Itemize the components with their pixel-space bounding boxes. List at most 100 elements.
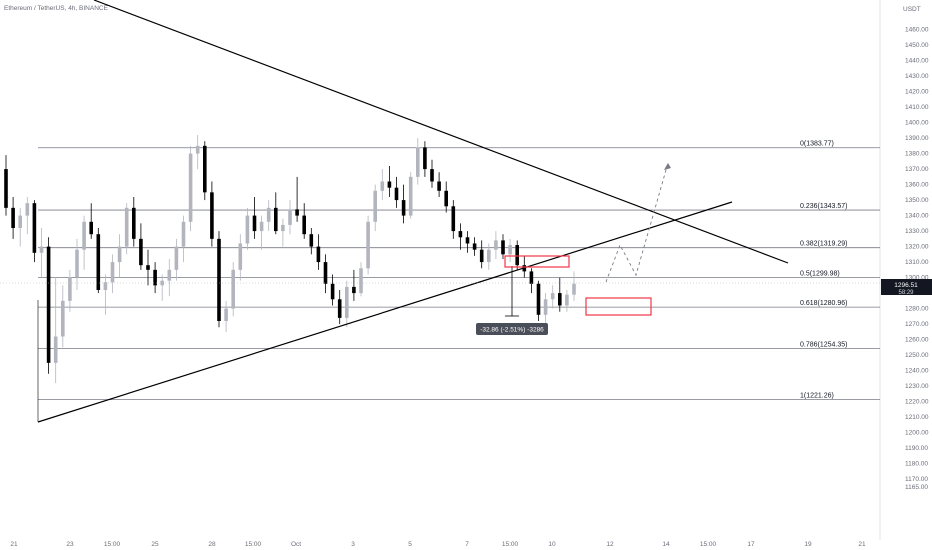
candle-body[interactable] xyxy=(394,187,399,201)
candle-body[interactable] xyxy=(501,240,505,255)
candle-body[interactable] xyxy=(96,234,101,290)
candle-body[interactable] xyxy=(117,246,122,263)
candle-body[interactable] xyxy=(195,145,200,154)
time-tick-label: 21 xyxy=(10,541,18,548)
candle-body[interactable] xyxy=(536,283,541,315)
candle-body[interactable] xyxy=(210,192,214,239)
candle-body[interactable] xyxy=(295,209,299,216)
candle-body[interactable] xyxy=(174,246,179,270)
candle-body[interactable] xyxy=(231,269,235,309)
candle-body[interactable] xyxy=(451,206,456,232)
price-tick-label: 1180.00 xyxy=(905,461,928,468)
candle-body[interactable] xyxy=(487,249,491,263)
candle-body[interactable] xyxy=(252,215,257,232)
price-tick-label: 1400.00 xyxy=(905,120,929,127)
drawings[interactable] xyxy=(37,0,789,423)
candle-body[interactable] xyxy=(61,300,65,337)
candle-body[interactable] xyxy=(89,221,93,235)
candle-body[interactable] xyxy=(465,237,470,244)
ascending-trendline[interactable] xyxy=(37,201,733,423)
candle-body[interactable] xyxy=(515,245,519,266)
candle-body[interactable] xyxy=(366,221,370,269)
candle-body[interactable] xyxy=(82,221,86,250)
candle-body[interactable] xyxy=(11,207,15,228)
candle-body[interactable] xyxy=(53,336,58,363)
candle-body[interactable] xyxy=(274,207,278,232)
projection-path[interactable] xyxy=(605,162,669,283)
candle-body[interactable] xyxy=(238,243,243,270)
candle-body[interactable] xyxy=(472,243,477,250)
candle-body[interactable] xyxy=(39,246,44,253)
candle-body[interactable] xyxy=(224,308,228,321)
fib-level-label: 0.382(1319.29) xyxy=(800,241,847,248)
candle-body[interactable] xyxy=(266,207,271,222)
candle-body[interactable] xyxy=(309,234,314,247)
candles[interactable] xyxy=(4,134,576,383)
candle-body[interactable] xyxy=(245,215,250,244)
candle-body[interactable] xyxy=(139,238,143,266)
candle-body[interactable] xyxy=(68,277,72,301)
candle-body[interactable] xyxy=(437,181,441,191)
candle-body[interactable] xyxy=(153,269,157,286)
support-box[interactable] xyxy=(585,297,652,316)
candle-body[interactable] xyxy=(103,282,108,290)
chart-title: Ethereum / TetherUS, 4h, BINANCE xyxy=(4,5,109,12)
candle-body[interactable] xyxy=(146,265,150,270)
candle-body[interactable] xyxy=(4,169,8,208)
candle-body[interactable] xyxy=(529,271,534,284)
price-tick-label: 1165.00 xyxy=(905,484,928,491)
candle-body[interactable] xyxy=(416,147,420,177)
candle-body[interactable] xyxy=(302,215,306,235)
candle-body[interactable] xyxy=(444,190,448,207)
price-tick-label: 1350.00 xyxy=(905,197,929,204)
candle-body[interactable] xyxy=(558,293,562,306)
candle-body[interactable] xyxy=(550,293,555,300)
candle-body[interactable] xyxy=(110,262,115,283)
candle-body[interactable] xyxy=(345,286,349,318)
candle-body[interactable] xyxy=(281,224,285,232)
candle-body[interactable] xyxy=(259,221,264,232)
candle-body[interactable] xyxy=(330,283,335,300)
candle-body[interactable] xyxy=(494,240,498,250)
price-tick-label: 1460.00 xyxy=(905,27,929,34)
candle-body[interactable] xyxy=(18,215,22,228)
candle-body[interactable] xyxy=(408,176,413,216)
candle-body[interactable] xyxy=(181,221,186,247)
candle-body[interactable] xyxy=(387,181,392,188)
candle-body[interactable] xyxy=(508,245,512,255)
descending-trendline[interactable] xyxy=(93,0,789,264)
candle-body[interactable] xyxy=(373,190,377,222)
fibonacci-retracement[interactable]: 0(1383.77) 0.236(1343.57) 0.382(1319.29) 0.… xyxy=(38,141,880,401)
candle-body[interactable] xyxy=(337,299,342,318)
resistance-box[interactable] xyxy=(504,255,570,268)
candle-body[interactable] xyxy=(288,209,292,225)
candle-body[interactable] xyxy=(423,147,427,170)
candle-body[interactable] xyxy=(25,203,30,216)
candle-body[interactable] xyxy=(32,203,37,253)
candle-body[interactable] xyxy=(132,207,136,239)
candle-body[interactable] xyxy=(323,262,328,284)
candle-body[interactable] xyxy=(572,283,576,295)
candle-body[interactable] xyxy=(458,231,463,238)
time-axis[interactable]: 21 23 15:00 25 28 15:00 Oct 3 5 7 15:00 10 12 14 15:00… xyxy=(10,541,866,548)
candle-body[interactable] xyxy=(203,145,207,193)
candle-body[interactable] xyxy=(565,294,569,306)
candle-body[interactable] xyxy=(75,249,79,278)
candle-body[interactable] xyxy=(543,299,548,315)
candle-body[interactable] xyxy=(359,268,363,294)
candle-body[interactable] xyxy=(217,238,221,321)
candle-body[interactable] xyxy=(430,169,434,182)
candle-body[interactable] xyxy=(401,200,406,216)
measure-badge[interactable]: -32.86 (-2.51%) -3286 xyxy=(476,323,548,335)
candle-body[interactable] xyxy=(316,246,321,263)
candle-body[interactable] xyxy=(124,207,129,247)
candle-body[interactable] xyxy=(352,286,356,294)
candle-body[interactable] xyxy=(188,153,193,222)
candle-body[interactable] xyxy=(380,181,385,191)
candle-body[interactable] xyxy=(46,246,51,363)
candle-body[interactable] xyxy=(479,249,484,263)
fib-level-label: 0.236(1343.57) xyxy=(800,203,847,210)
candle-body[interactable] xyxy=(167,269,172,281)
price-axis[interactable]: 1460.00 1450.00 1440.00 1430.00 1420.00 1410.… xyxy=(905,27,929,491)
